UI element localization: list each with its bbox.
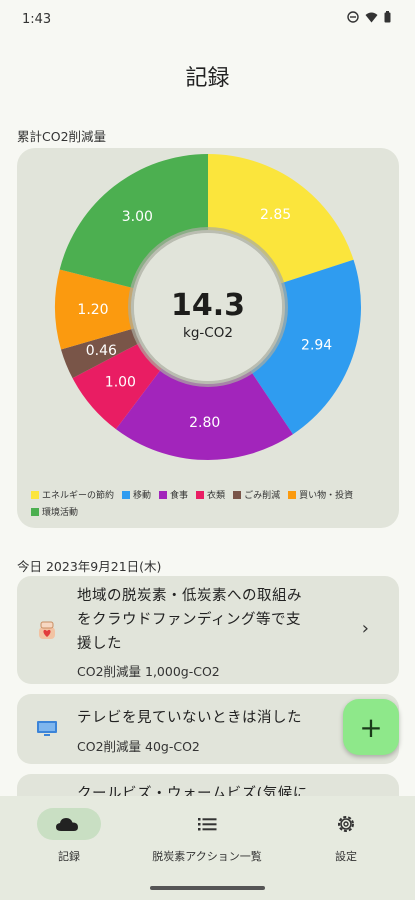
- wifi-icon: [365, 12, 378, 22]
- total-unit: kg-CO2: [183, 325, 233, 341]
- donut-slice: [250, 259, 361, 435]
- donut-slice: [61, 328, 140, 379]
- donut-chart: 2.85 2.94 2.80 1.00 0.46 1.20 3.00 14.3 kg-CO2: [54, 154, 361, 460]
- action-title-line: をクラウドファンディング等で支: [77, 612, 301, 628]
- legend-swatch: [159, 490, 168, 499]
- legend-item: 衣類: [196, 488, 225, 501]
- legend-swatch: [31, 490, 39, 499]
- legend-label: エネルギーの節約: [42, 491, 115, 501]
- slice-value-label: 2.85: [260, 207, 291, 223]
- action-card[interactable]: テレビを見ていないときは消した CO2削減量 40g-CO2: [17, 694, 399, 764]
- status-time: 1:43: [22, 12, 52, 27]
- nav-item-actions[interactable]: 脱炭素アクション一覧: [138, 796, 276, 876]
- donut-slice: [54, 269, 135, 350]
- legend-swatch: [31, 507, 39, 516]
- action-title: 地域の脱炭素・低炭素への取組み をクラウドファンディング等で支 援した: [77, 584, 302, 656]
- action-title: テレビを見ていないときは消した: [77, 710, 302, 726]
- nav-label: 記録: [58, 850, 80, 863]
- gear-icon: [338, 816, 354, 832]
- page-title: 記録: [185, 66, 230, 91]
- legend-label: 食事: [170, 491, 189, 501]
- donut-slice: [72, 342, 162, 430]
- legend-item: 環境活動: [31, 505, 78, 518]
- bottom-navigation: 記録 脱炭素アクション一覧 設定: [0, 796, 415, 900]
- battery-icon: [384, 11, 391, 23]
- legend-item: エネルギーの節約: [31, 488, 114, 501]
- home-indicator: [150, 886, 265, 890]
- legend-label: 移動: [133, 491, 152, 501]
- slice-value-label: 1.00: [105, 374, 136, 390]
- legend-label: 衣類: [207, 491, 226, 501]
- nav-label: 設定: [335, 850, 357, 863]
- status-icons: [347, 11, 391, 23]
- donut-hole: [134, 233, 282, 381]
- list-icon: [198, 818, 217, 831]
- legend-swatch: [122, 490, 131, 499]
- crowdfunding-icon: [39, 621, 55, 639]
- legend-label: 環境活動: [42, 508, 79, 518]
- legend-swatch: [233, 490, 242, 499]
- slice-value-label: 3.00: [122, 209, 153, 225]
- donut-slice: [208, 154, 354, 284]
- status-bar: 1:43: [0, 0, 415, 40]
- legend-item: ごみ削減: [233, 488, 280, 501]
- cumulative-label: 累計CO2削減量: [17, 129, 107, 144]
- nav-item-settings[interactable]: 設定: [277, 796, 415, 876]
- chart-legend: エネルギーの節約 移動 食事 衣類 ごみ削減 買い物・投資環境活動: [31, 488, 391, 518]
- donut-slice: [115, 368, 293, 460]
- slice-value-label: 2.94: [301, 338, 332, 354]
- co2-chart-card: 2.85 2.94 2.80 1.00 0.46 1.20 3.00 14.3 kg-CO2…: [17, 148, 399, 528]
- legend-swatch: [288, 490, 297, 499]
- legend-swatch: [196, 490, 205, 499]
- action-title-line: 地域の脱炭素・低炭素への取組み: [77, 588, 302, 604]
- slice-value-label: 1.20: [77, 302, 108, 318]
- legend-item: 移動: [122, 488, 151, 501]
- legend-item: 買い物・投資: [288, 488, 353, 501]
- add-action-button[interactable]: +: [343, 699, 399, 755]
- nav-item-records[interactable]: 記録: [0, 796, 138, 876]
- nav-label: 脱炭素アクション一覧: [152, 850, 262, 863]
- do-not-disturb-icon: [347, 11, 359, 23]
- legend-label: 買い物・投資: [299, 491, 354, 501]
- action-co2-amount: CO2削減量 1,000g-CO2: [77, 664, 220, 679]
- chevron-right-icon: ›: [361, 618, 369, 639]
- slice-value-label: 0.46: [86, 343, 117, 359]
- donut-slice: [59, 154, 208, 289]
- action-card[interactable]: 地域の脱炭素・低炭素への取組み をクラウドファンディング等で支 援した CO2削…: [17, 576, 399, 684]
- tv-icon: [37, 721, 57, 736]
- inner-ring: [128, 227, 288, 387]
- action-co2-amount: CO2削減量 40g-CO2: [77, 739, 200, 754]
- total-value: 14.3: [171, 288, 245, 323]
- cloud-icon: [56, 818, 78, 831]
- action-title-line: 援した: [77, 636, 122, 652]
- legend-item: 食事: [159, 488, 188, 501]
- date-label: 今日 2023年9月21日(木): [17, 559, 162, 574]
- slice-value-label: 2.80: [189, 415, 220, 431]
- legend-label: ごみ削減: [244, 491, 281, 501]
